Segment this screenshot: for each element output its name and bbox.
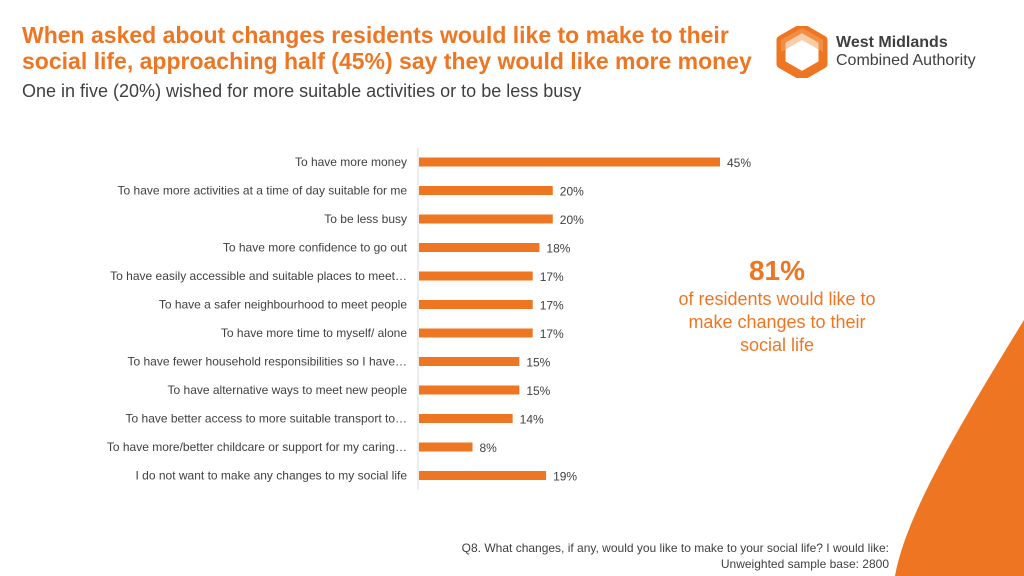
value-label: 15% [526,384,550,398]
value-label: 18% [546,242,570,256]
bar [419,385,520,395]
bar [419,442,473,452]
value-label: 14% [520,413,544,427]
value-label: 8% [480,441,498,455]
footnote: Q8. What changes, if any, would you like… [462,540,889,572]
value-label: 20% [560,213,584,227]
footnote-question: Q8. What changes, if any, would you like… [461,541,889,555]
bar-chart: To have more money 45% To have more activi… [107,148,751,490]
category-label: To have alternative ways to meet new peo… [168,383,408,397]
hexagon-logo-icon [776,26,828,78]
category-label: To have a safer neighbourhood to meet pe… [159,298,408,312]
category-label: To have more confidence to go out [223,241,408,255]
callout-value: 81% [748,255,806,286]
category-label: To have more activities at a time of day… [118,184,408,198]
bar [419,157,720,167]
logo-subtitle: Combined Authority [836,52,976,69]
callout: 81% of residents would like to make chan… [672,254,882,357]
bar [419,243,540,252]
category-label: To have better access to more suitable t… [126,412,407,426]
category-label: To have easily accessible and suitable p… [110,269,407,283]
logo-title: West Midlands [836,34,948,51]
bar [419,328,533,338]
category-label: To have more time to myself/ alone [221,326,407,340]
bar [419,214,553,224]
category-label: I do not want to make any changes to my … [136,469,408,483]
bar [419,300,533,309]
bar [419,271,533,281]
value-label: 17% [540,327,564,341]
footnote-sample-base: Unweighted sample base: 2800 [720,557,889,571]
category-label: To be less busy [324,212,407,226]
bar [419,414,513,423]
value-label: 17% [540,299,564,313]
page-subtitle: One in five (20%) wished for more suitab… [22,81,582,101]
value-label: 20% [560,185,584,199]
value-label: 15% [526,356,550,370]
value-label: 45% [727,156,751,170]
value-label: 19% [553,470,577,484]
bar [419,186,553,195]
value-label: 17% [540,270,564,284]
bar [419,471,547,480]
category-label: To have more/better childcare or support… [107,440,407,454]
bar [419,357,520,366]
page-title: When asked about changes residents would… [22,22,752,74]
callout-text: of residents would like to make changes … [678,289,876,355]
category-label: To have fewer household responsibilities… [128,355,408,369]
category-label: To have more money [295,155,407,169]
brand-logo: West Midlands Combined Authority [776,26,1006,78]
